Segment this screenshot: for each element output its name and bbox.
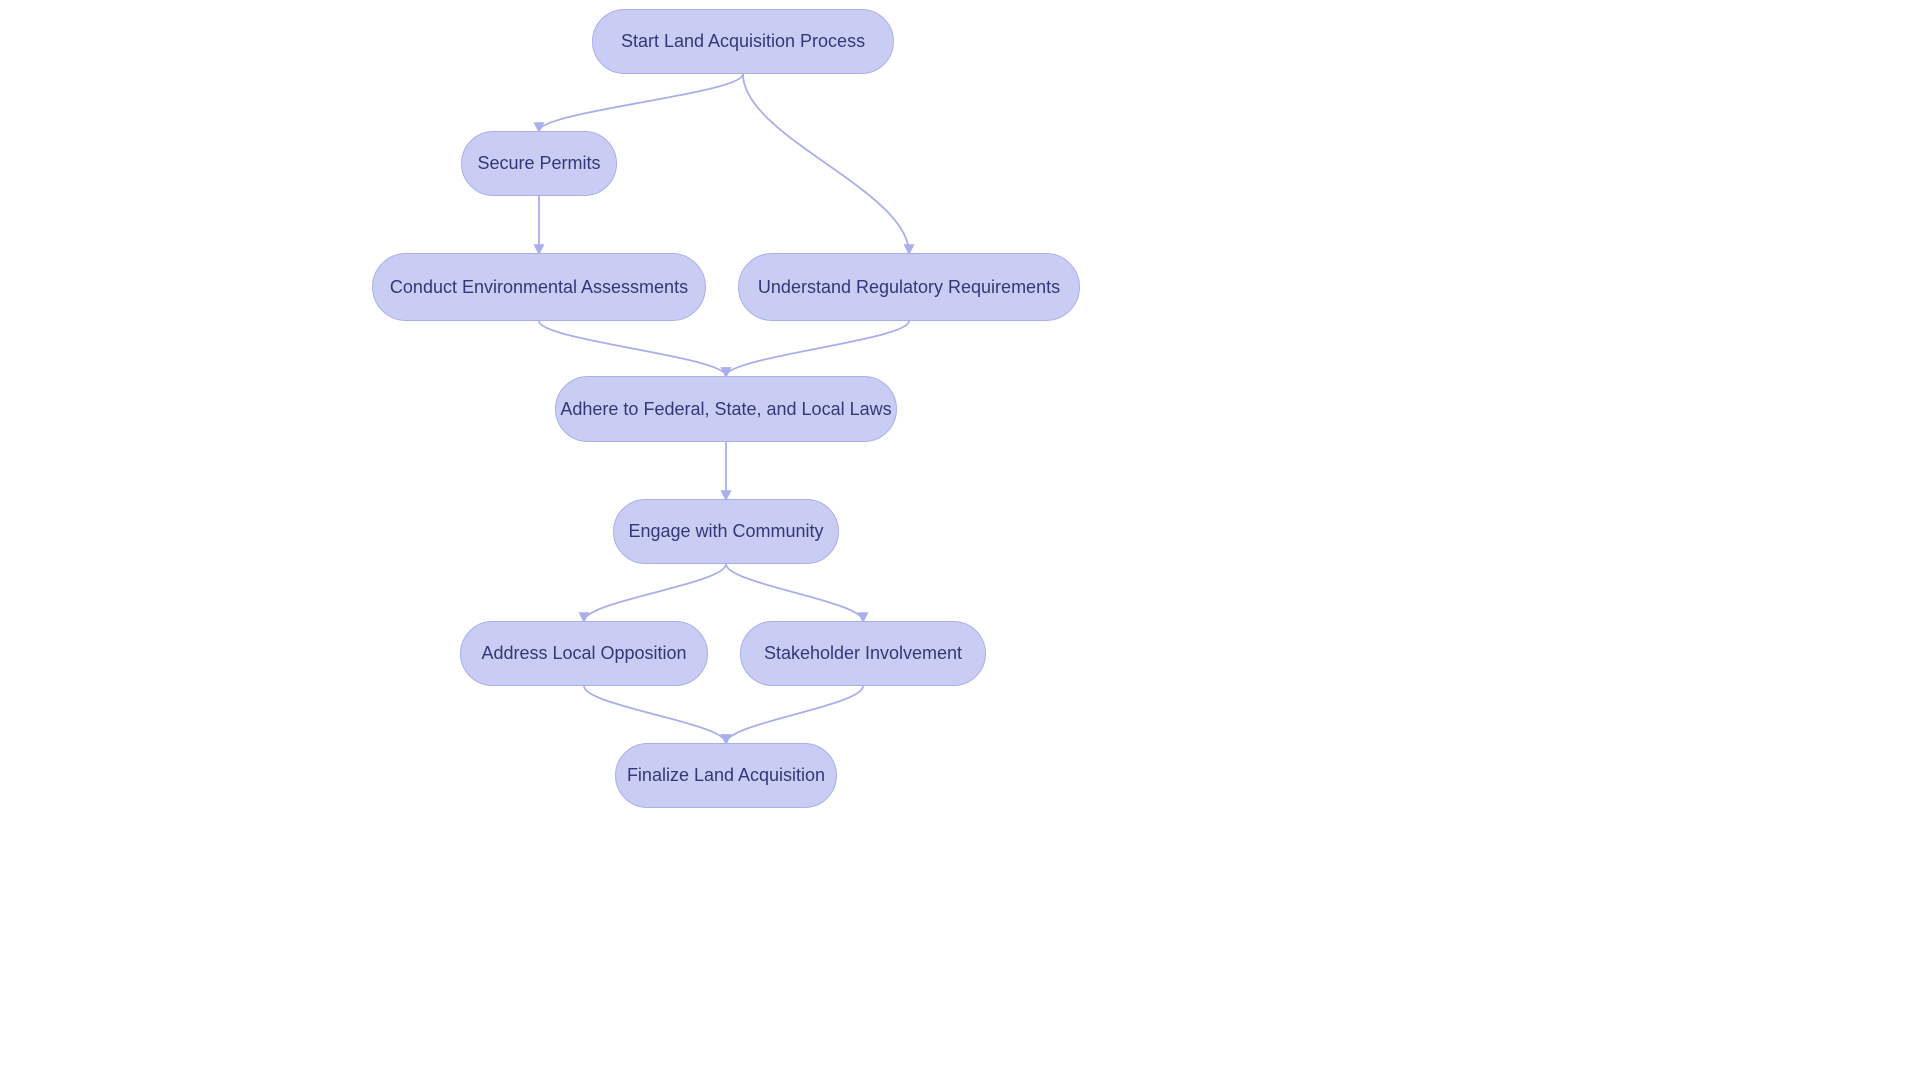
flowchart-node-reg: Understand Regulatory Requirements bbox=[738, 253, 1080, 321]
flowchart-edge-env-laws bbox=[539, 321, 726, 376]
flowchart-node-start: Start Land Acquisition Process bbox=[592, 9, 894, 74]
flowchart-node-laws: Adhere to Federal, State, and Local Laws bbox=[555, 376, 897, 442]
flowchart-node-opposition: Address Local Opposition bbox=[460, 621, 708, 686]
flowchart-node-finalize: Finalize Land Acquisition bbox=[615, 743, 837, 808]
flowchart-edge-engage-opposition bbox=[584, 564, 726, 621]
flowchart-edge-stake-finalize bbox=[726, 686, 863, 743]
flowchart-node-stake: Stakeholder Involvement bbox=[740, 621, 986, 686]
flowchart-node-env: Conduct Environmental Assessments bbox=[372, 253, 706, 321]
flowchart-edge-start-reg bbox=[743, 74, 909, 253]
flowchart-edge-start-permits bbox=[539, 74, 743, 131]
flowchart-edge-reg-laws bbox=[726, 321, 909, 376]
flowchart-edge-opposition-finalize bbox=[584, 686, 726, 743]
flowchart-edges bbox=[0, 0, 1920, 1080]
flowchart-edge-engage-stake bbox=[726, 564, 863, 621]
flowchart-node-permits: Secure Permits bbox=[461, 131, 617, 196]
flowchart-node-engage: Engage with Community bbox=[613, 499, 839, 564]
